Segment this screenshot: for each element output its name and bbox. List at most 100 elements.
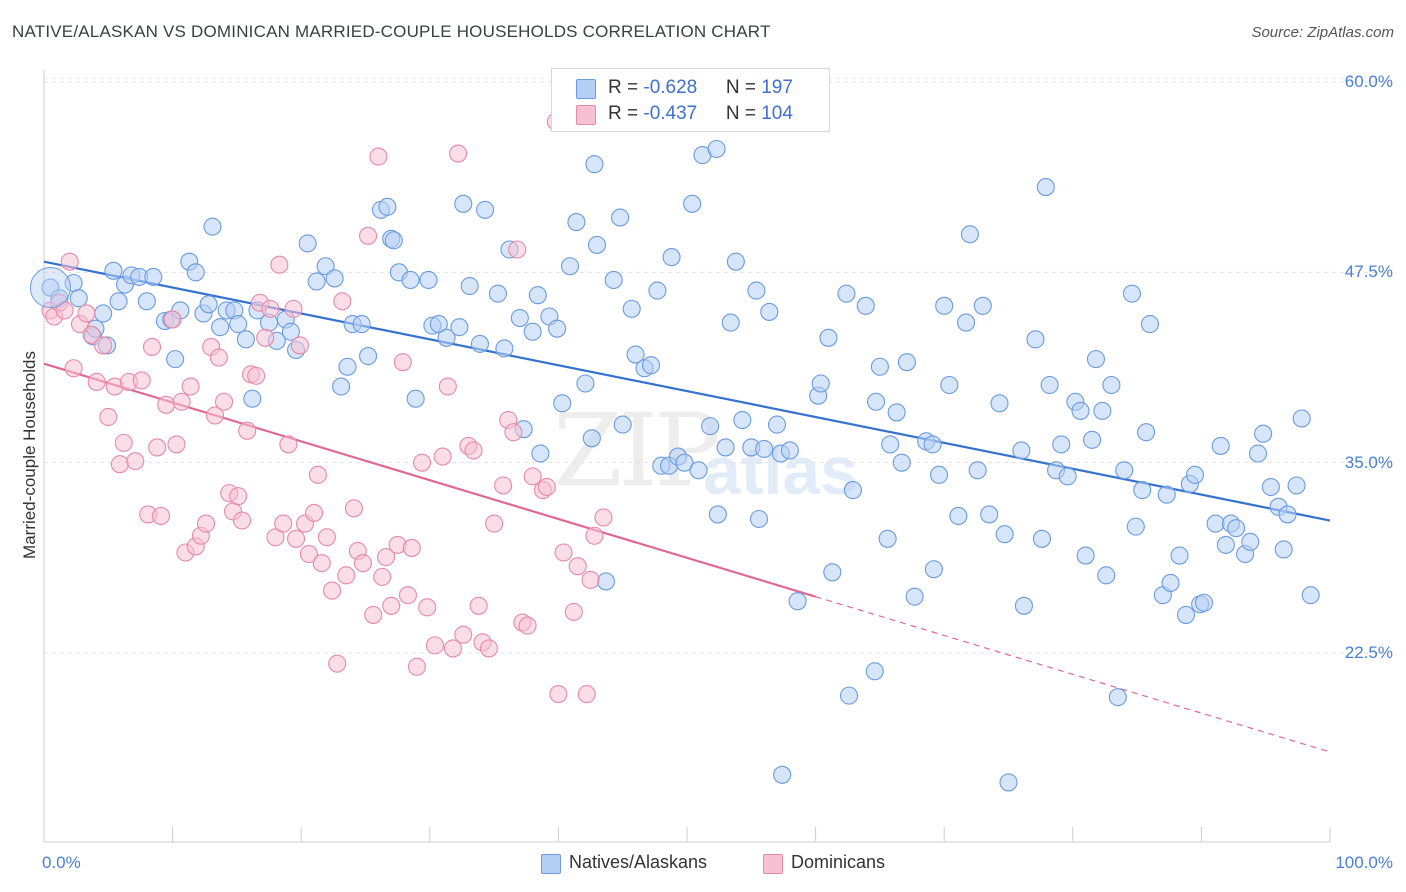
point-0-71 xyxy=(553,394,572,413)
point-0-143 xyxy=(999,773,1018,792)
point-1-4 xyxy=(60,252,79,271)
point-0-130 xyxy=(923,435,942,454)
point-0-123 xyxy=(878,529,897,548)
point-0-96 xyxy=(707,139,726,159)
point-0-133 xyxy=(935,296,954,315)
point-0-122 xyxy=(870,357,889,376)
point-0-162 xyxy=(1115,461,1134,480)
point-0-85 xyxy=(641,356,661,375)
point-1-59 xyxy=(328,654,347,673)
point-0-116 xyxy=(837,284,856,303)
point-0-154 xyxy=(1071,401,1090,420)
point-1-45 xyxy=(266,528,285,547)
point-0-92 xyxy=(683,194,702,213)
point-0-119 xyxy=(856,296,875,315)
point-1-11 xyxy=(99,407,118,427)
point-0-159 xyxy=(1097,566,1116,585)
point-0-55 xyxy=(437,328,456,347)
point-1-38 xyxy=(232,511,252,530)
point-0-160 xyxy=(1102,375,1121,395)
point-0-186 xyxy=(1261,477,1280,497)
point-1-13 xyxy=(110,455,129,474)
point-0-68 xyxy=(531,444,550,463)
x-tick-label-100: 100.0% xyxy=(1335,853,1393,872)
point-0-163 xyxy=(1122,284,1142,303)
point-1-49 xyxy=(284,299,303,318)
point-1-46 xyxy=(270,255,289,274)
point-1-62 xyxy=(344,499,363,518)
legend-natives-swatch-icon xyxy=(541,854,561,874)
y-tick-label-1: 35.0% xyxy=(1344,452,1393,472)
point-0-61 xyxy=(488,284,508,303)
point-0-40 xyxy=(332,377,351,396)
point-0-158 xyxy=(1093,401,1112,420)
point-1-8 xyxy=(82,325,101,344)
point-0-115 xyxy=(823,563,842,582)
point-0-9 xyxy=(109,292,128,311)
point-0-106 xyxy=(760,302,779,321)
point-1-58 xyxy=(323,581,342,600)
point-0-192 xyxy=(1301,586,1320,605)
point-0-126 xyxy=(892,453,911,472)
legend-dominicans-label: Dominicans xyxy=(791,852,886,872)
point-0-146 xyxy=(1026,330,1045,349)
point-0-57 xyxy=(454,194,473,213)
point-1-43 xyxy=(256,328,275,347)
point-0-151 xyxy=(1052,435,1071,454)
point-1-92 xyxy=(504,423,523,442)
point-0-41 xyxy=(338,357,357,376)
point-1-85 xyxy=(464,441,483,460)
point-0-46 xyxy=(378,197,397,216)
point-1-7 xyxy=(77,304,96,323)
point-1-76 xyxy=(413,453,432,472)
point-1-33 xyxy=(209,348,228,367)
point-0-110 xyxy=(773,765,792,784)
point-0-177 xyxy=(1206,514,1225,533)
point-0-174 xyxy=(1185,465,1205,484)
point-1-77 xyxy=(418,598,437,617)
point-1-106 xyxy=(585,526,604,545)
point-0-60 xyxy=(476,200,495,219)
point-0-97 xyxy=(708,505,727,524)
natives-swatch-icon xyxy=(576,79,596,99)
point-1-70 xyxy=(382,596,401,615)
point-0-100 xyxy=(726,252,745,271)
point-0-183 xyxy=(1241,532,1260,551)
point-0-74 xyxy=(576,374,595,393)
point-0-22 xyxy=(199,295,218,314)
point-0-105 xyxy=(755,439,774,459)
point-0-83 xyxy=(626,345,645,364)
point-0-169 xyxy=(1157,485,1176,504)
point-0-131 xyxy=(924,560,943,579)
point-1-34 xyxy=(214,392,234,411)
point-0-185 xyxy=(1254,424,1273,443)
point-0-141 xyxy=(990,394,1009,413)
point-0-80 xyxy=(611,208,630,227)
point-1-102 xyxy=(564,602,583,621)
point-1-32 xyxy=(205,406,225,425)
natives-n-label: N = xyxy=(725,77,762,98)
point-1-44 xyxy=(261,299,280,318)
point-0-178 xyxy=(1211,436,1230,455)
point-0-111 xyxy=(788,592,807,611)
point-1-79 xyxy=(433,447,452,466)
point-0-56 xyxy=(450,318,469,337)
point-0-48 xyxy=(384,231,403,250)
point-1-16 xyxy=(126,452,145,471)
point-0-66 xyxy=(523,322,542,341)
point-1-50 xyxy=(287,529,306,548)
point-0-113 xyxy=(811,374,830,393)
point-1-68 xyxy=(373,567,392,586)
point-1-89 xyxy=(485,514,504,533)
dominicans-r-label: R = xyxy=(608,103,644,124)
y-tick-label-3: 60.0% xyxy=(1344,72,1393,91)
point-0-43 xyxy=(352,315,371,334)
point-1-101 xyxy=(554,543,573,562)
point-0-120 xyxy=(865,662,884,681)
point-1-10 xyxy=(94,336,113,355)
point-0-149 xyxy=(1040,375,1059,395)
point-0-117 xyxy=(839,686,859,705)
point-1-105 xyxy=(581,570,600,589)
point-1-83 xyxy=(454,625,473,644)
point-0-81 xyxy=(613,415,632,434)
